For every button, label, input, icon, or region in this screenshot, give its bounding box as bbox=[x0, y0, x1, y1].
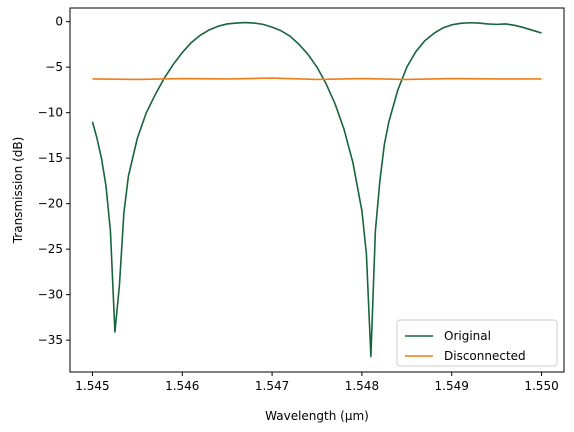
x-tick-label: 1.548 bbox=[345, 379, 379, 393]
y-tick-label: −15 bbox=[38, 151, 63, 165]
x-axis: 1.545 1.546 1.547 1.548 1.549 1.550 bbox=[75, 372, 559, 393]
legend: Original Disconnected bbox=[396, 319, 558, 367]
y-axis: 0 −5 −10 −15 −20 −25 −30 −35 bbox=[38, 15, 70, 347]
plot-frame bbox=[69, 7, 565, 373]
series-line-original bbox=[91, 21, 542, 358]
y-tick-label: −10 bbox=[38, 106, 63, 120]
x-tick-label: 1.549 bbox=[435, 379, 469, 393]
legend-box bbox=[396, 319, 558, 367]
y-axis-label: Transmission (dB) bbox=[11, 137, 25, 245]
y-tick-label: −25 bbox=[38, 242, 63, 256]
legend-label-disconnected: Disconnected bbox=[444, 349, 526, 363]
x-tick-label: 1.550 bbox=[524, 379, 558, 393]
x-tick-label: 1.547 bbox=[255, 379, 289, 393]
series-layer bbox=[91, 21, 542, 358]
x-tick-label: 1.546 bbox=[165, 379, 199, 393]
y-tick-label: −30 bbox=[38, 288, 63, 302]
y-tick-label: −35 bbox=[38, 333, 63, 347]
series-line-disconnected bbox=[92, 77, 542, 81]
x-axis-label: Wavelength (μm) bbox=[265, 409, 369, 423]
legend-label-original: Original bbox=[444, 329, 491, 343]
x-tick-label: 1.545 bbox=[75, 379, 109, 393]
y-tick-label: −5 bbox=[45, 60, 63, 74]
y-tick-label: −20 bbox=[38, 197, 63, 211]
y-tick-label: 0 bbox=[55, 15, 63, 29]
